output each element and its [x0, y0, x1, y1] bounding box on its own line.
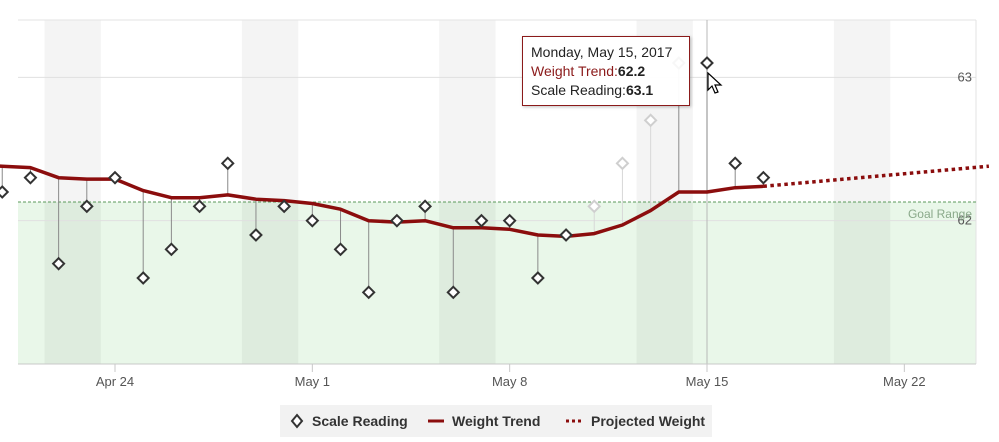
scale-reading-point[interactable] — [192, 199, 207, 214]
x-tick-label: Apr 24 — [96, 374, 134, 389]
scale-reading-point[interactable] — [700, 56, 714, 70]
legend-diamond-icon — [290, 413, 304, 429]
scale-reading-point[interactable] — [418, 199, 433, 214]
scale-reading-point[interactable] — [249, 228, 263, 242]
scale-reading-point[interactable] — [305, 213, 320, 228]
legend-item-projected-weight[interactable]: Projected Weight — [566, 413, 705, 429]
legend: Scale Reading Weight Trend Projected Wei… — [280, 405, 712, 437]
scale-reading-point[interactable] — [728, 156, 743, 171]
weight-trend-line — [0, 164, 764, 239]
projected-weight-line — [763, 164, 990, 189]
scale-reading-point[interactable] — [559, 228, 573, 242]
goal-range-label: Goal Range — [908, 207, 972, 221]
scale-reading-point[interactable] — [164, 242, 179, 257]
scale-reading-point[interactable] — [446, 285, 461, 300]
tooltip-trend-row: Weight Trend:62.2 — [531, 62, 681, 81]
x-tick-label: May 1 — [295, 374, 330, 389]
scale-reading-point[interactable] — [361, 285, 376, 300]
scale-reading-point[interactable] — [530, 271, 545, 285]
scale-reading-point[interactable] — [23, 170, 38, 185]
scale-reading-point[interactable] — [587, 199, 602, 214]
x-tick-label: May 8 — [492, 374, 527, 389]
scale-reading-point[interactable] — [474, 213, 489, 228]
scale-reading-point[interactable] — [615, 156, 630, 171]
weekend-band — [44, 20, 101, 364]
legend-item-scale-reading[interactable]: Scale Reading — [290, 413, 408, 429]
grid — [18, 19, 977, 364]
y-tick-label: 62 — [958, 213, 972, 228]
legend-label-weight-trend: Weight Trend — [452, 413, 540, 429]
legend-label-scale-reading: Scale Reading — [312, 413, 408, 429]
tooltip-trend-label: Weight Trend: — [531, 63, 618, 79]
y-tick-label: 63 — [958, 69, 972, 84]
scale-reading-point[interactable] — [333, 242, 348, 257]
scale-reading-point[interactable] — [51, 256, 66, 271]
weekend-band — [241, 20, 299, 364]
tooltip-scale-label: Scale Reading: — [531, 82, 626, 98]
plot-background — [18, 20, 976, 364]
scale-reading-point[interactable] — [108, 170, 122, 185]
scale-reading-point[interactable] — [502, 213, 517, 228]
tooltip-scale-value: 63.1 — [625, 82, 654, 98]
legend-box — [280, 405, 712, 437]
goal-range-band — [18, 202, 976, 364]
scale-reading-point[interactable] — [136, 271, 151, 285]
hover-tooltip: Monday, May 15, 2017 Weight Trend:62.2 S… — [522, 36, 690, 106]
scale-reading-point[interactable] — [0, 185, 10, 199]
tooltip-scale-row: Scale Reading:63.1 — [531, 81, 681, 100]
tooltip-trend-value: 62.2 — [617, 63, 646, 79]
tooltip-date: Monday, May 15, 2017 — [531, 44, 673, 60]
weekend-band — [833, 20, 891, 364]
scale-reading-point[interactable] — [389, 213, 404, 228]
scale-reading-point[interactable] — [79, 199, 94, 214]
trend-lines — [0, 164, 990, 239]
scale-reading-markers[interactable] — [0, 56, 771, 300]
scale-reading-point[interactable] — [756, 170, 771, 185]
scale-reading-point[interactable] — [643, 113, 658, 128]
legend-item-weight-trend[interactable]: Weight Trend — [428, 413, 540, 429]
mouse-pointer-icon — [707, 72, 723, 94]
scale-reading-point[interactable] — [220, 156, 235, 171]
x-tick-label: May 22 — [883, 374, 926, 389]
weekend-band — [439, 20, 496, 364]
x-tick-label: May 15 — [686, 374, 729, 389]
legend-label-projected-weight: Projected Weight — [591, 413, 705, 429]
scale-reading-point[interactable] — [277, 199, 292, 214]
